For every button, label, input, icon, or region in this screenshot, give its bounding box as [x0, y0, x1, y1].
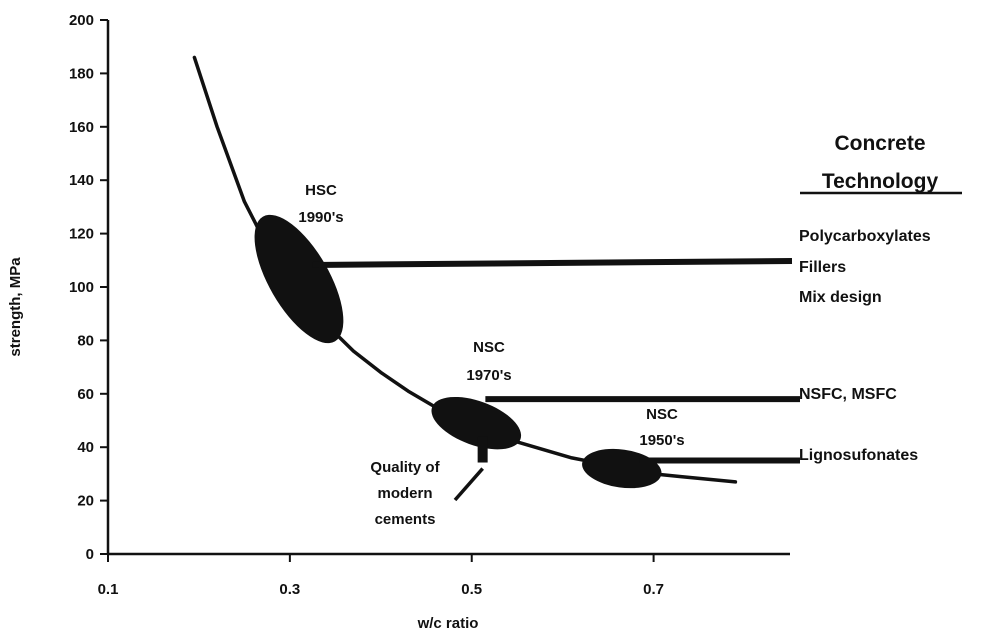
- region-nsc70: [431, 396, 522, 450]
- x-tick-label: 0.5: [461, 581, 482, 598]
- nsc70-label-line: 1970's: [466, 367, 511, 384]
- y-axis-title: strength, MPa: [7, 257, 24, 357]
- side-subtitle: Technology: [822, 170, 939, 193]
- y-tick-label: 40: [77, 439, 94, 456]
- side-item: Fillers: [799, 259, 846, 276]
- y-tick-label: 140: [69, 172, 94, 189]
- x-tick-label: 0.1: [98, 581, 119, 598]
- axes: 0 20 40 60 80 100 120 140 160 180 200 0.1 0.3 0.5 0.7 w…: [7, 12, 790, 632]
- nsc70-label: NSC 1970's: [466, 339, 511, 384]
- x-axis-title: w/c ratio: [417, 615, 479, 632]
- cement-label: Quality of modern cements: [370, 459, 440, 528]
- y-tick-label: 160: [69, 119, 94, 136]
- cement-label-line: Quality of: [370, 459, 440, 476]
- pointer-line: [312, 257, 793, 268]
- regions-layer: [254, 214, 662, 489]
- y-tick-label: 80: [77, 332, 94, 349]
- side-item: Polycarboxylates: [799, 228, 931, 245]
- cement-marker: [477, 436, 488, 463]
- y-tick-label: 180: [69, 65, 94, 82]
- nsc50-label: NSC 1950's: [639, 406, 684, 449]
- x-tick-label: 0.3: [279, 581, 300, 598]
- y-tick-label: 120: [69, 226, 94, 243]
- y-tick-label: 200: [69, 12, 94, 29]
- hsc-label-line: HSC: [305, 182, 337, 199]
- side-panel: Concrete Technology Polycarboxylates Filler…: [799, 132, 962, 464]
- side-title: Concrete: [834, 132, 925, 155]
- side-item: NSFC, MSFC: [799, 386, 897, 403]
- region-hsc: [254, 214, 344, 344]
- side-item: Mix design: [799, 289, 882, 306]
- x-tick-label: 0.7: [643, 581, 664, 598]
- hsc-label: HSC 1990's: [298, 182, 343, 226]
- y-tick-label: 20: [77, 493, 94, 510]
- cement-label-line: cements: [375, 511, 436, 528]
- region-nsc50: [582, 448, 662, 489]
- nsc70-label-line: NSC: [473, 339, 505, 356]
- y-tick-label: 60: [77, 386, 94, 403]
- cement-pointer: [453, 467, 484, 502]
- side-item: Lignosufonates: [799, 447, 918, 464]
- y-tick-label: 100: [69, 279, 94, 296]
- cement-label-line: modern: [377, 485, 432, 502]
- nsc50-label-line: 1950's: [639, 432, 684, 449]
- nsc50-label-line: NSC: [646, 406, 678, 423]
- pointers-layer: [312, 257, 800, 502]
- labels-layer: HSC 1990's NSC 1970's NSC 1950's Quality of mod…: [298, 182, 684, 528]
- hsc-label-line: 1990's: [298, 209, 343, 226]
- y-tick-label: 0: [86, 546, 94, 563]
